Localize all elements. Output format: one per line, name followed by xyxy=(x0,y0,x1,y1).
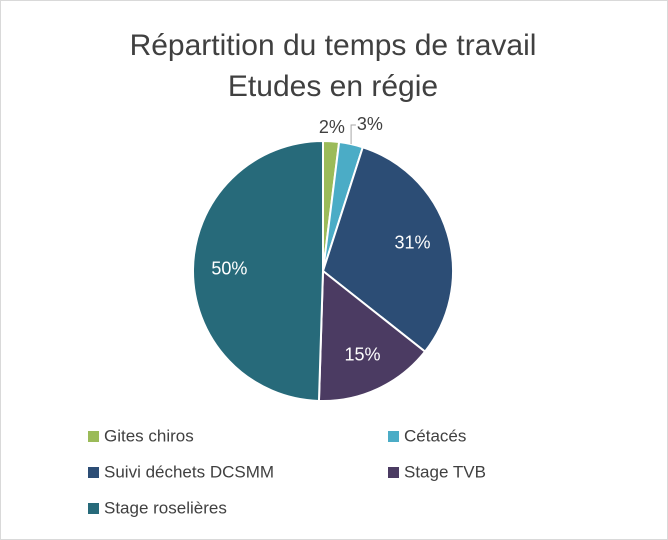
pie-slice xyxy=(317,268,427,402)
legend-swatch xyxy=(88,431,99,442)
data-label: 31% xyxy=(395,232,431,252)
legend-swatch xyxy=(88,467,99,478)
data-label: 50% xyxy=(211,258,247,278)
legend-label: Stage TVB xyxy=(404,462,486,481)
legend-swatch xyxy=(388,467,399,478)
legend-label: Cétacés xyxy=(404,426,466,445)
data-label: 2% xyxy=(319,117,345,137)
leader-line xyxy=(350,124,356,145)
legend-label: Stage roselières xyxy=(104,498,227,517)
data-label: 3% xyxy=(357,114,383,134)
legend-label: Gites chiros xyxy=(104,426,194,445)
chart-title: Répartition du temps de travail xyxy=(130,29,537,62)
data-label: 15% xyxy=(344,345,380,365)
pie-slice xyxy=(321,145,454,354)
legend-label: Suivi déchets DCSMM xyxy=(104,462,274,481)
chart-subtitle: Etudes en régie xyxy=(228,70,438,103)
legend-swatch xyxy=(88,503,99,514)
legend-swatch xyxy=(388,431,399,442)
pie-slice xyxy=(192,139,324,402)
